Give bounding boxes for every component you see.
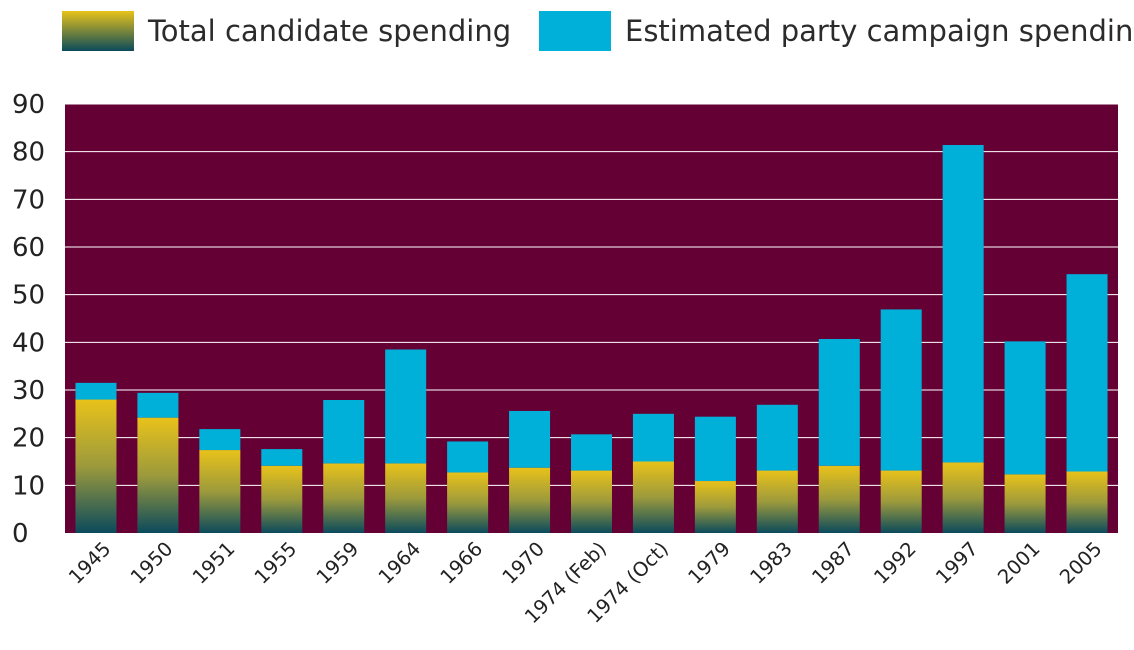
bar-party: [385, 349, 427, 464]
bar-party: [447, 441, 489, 473]
x-tick-label: 2005: [1055, 537, 1106, 588]
bar-party: [323, 400, 365, 464]
bar-candidate: [323, 463, 365, 533]
bar-candidate: [385, 463, 427, 533]
bar-candidate: [880, 470, 922, 533]
y-axis: 0 10 20 30 40 50 60 70 80 90: [12, 90, 45, 549]
bar-candidate: [694, 481, 736, 533]
legend-swatch-party: [539, 11, 611, 51]
bar-candidate: [942, 462, 984, 533]
x-tick-label: 1992: [869, 537, 920, 588]
x-tick-label: 1955: [250, 537, 301, 588]
x-tick-label: 1983: [745, 537, 796, 588]
bar-party: [632, 413, 674, 462]
bar-candidate: [1004, 474, 1046, 533]
bar-candidate: [818, 465, 860, 533]
bar-candidate: [261, 465, 303, 533]
x-tick-label: 1964: [374, 537, 425, 588]
x-tick-label: 1959: [312, 537, 363, 588]
y-tick-label: 30: [12, 376, 45, 406]
y-tick-label: 60: [12, 233, 45, 263]
bar-candidate: [1066, 471, 1108, 533]
y-tick-label: 90: [12, 90, 45, 120]
bar-candidate: [199, 450, 241, 533]
y-tick-label: 50: [12, 281, 45, 311]
x-tick-label: 1945: [64, 537, 115, 588]
bar-candidate: [632, 461, 674, 533]
x-tick-label: 1997: [931, 537, 982, 588]
x-tick-label: 1970: [498, 537, 549, 588]
bar-party: [261, 449, 303, 466]
bar-candidate: [756, 470, 798, 533]
x-tick-label: 2001: [993, 537, 1044, 588]
y-tick-label: 80: [12, 138, 45, 168]
bar-candidate: [137, 417, 179, 533]
legend-swatch-candidate: [62, 11, 134, 51]
y-tick-label: 20: [12, 424, 45, 454]
legend-party: Estimated party campaign spending: [539, 9, 1134, 53]
bar-candidate: [571, 470, 612, 533]
x-tick-label: 1987: [807, 537, 858, 588]
bar-candidate: [509, 467, 551, 533]
bar-party: [942, 144, 984, 463]
bar-party: [137, 392, 179, 418]
bar-party: [571, 434, 612, 471]
bar-party: [756, 404, 798, 471]
y-tick-label: 0: [12, 519, 29, 549]
legend-candidate: Total candidate spending: [62, 9, 511, 53]
bar-party: [75, 382, 117, 400]
bar-party: [1004, 341, 1046, 475]
bar-party: [818, 338, 860, 466]
legend-label-candidate: Total candidate spending: [148, 14, 512, 48]
y-tick-label: 10: [12, 471, 45, 501]
bar-candidate: [75, 399, 117, 533]
y-tick-label: 40: [12, 328, 45, 358]
bar-party: [199, 429, 241, 451]
x-tick-label: 1950: [126, 537, 177, 588]
bars: [75, 144, 1108, 533]
bar-candidate: [447, 472, 489, 533]
x-tick-label: 1979: [684, 537, 735, 588]
bar-party: [694, 416, 736, 482]
legend-label-party: Estimated party campaign spending: [625, 14, 1134, 48]
bar-party: [880, 309, 922, 471]
bar-party: [509, 410, 551, 468]
bar-party: [1066, 274, 1108, 472]
x-tick-label: 1951: [188, 537, 239, 588]
y-tick-label: 70: [12, 185, 45, 215]
x-tick-label: 1966: [436, 537, 487, 588]
